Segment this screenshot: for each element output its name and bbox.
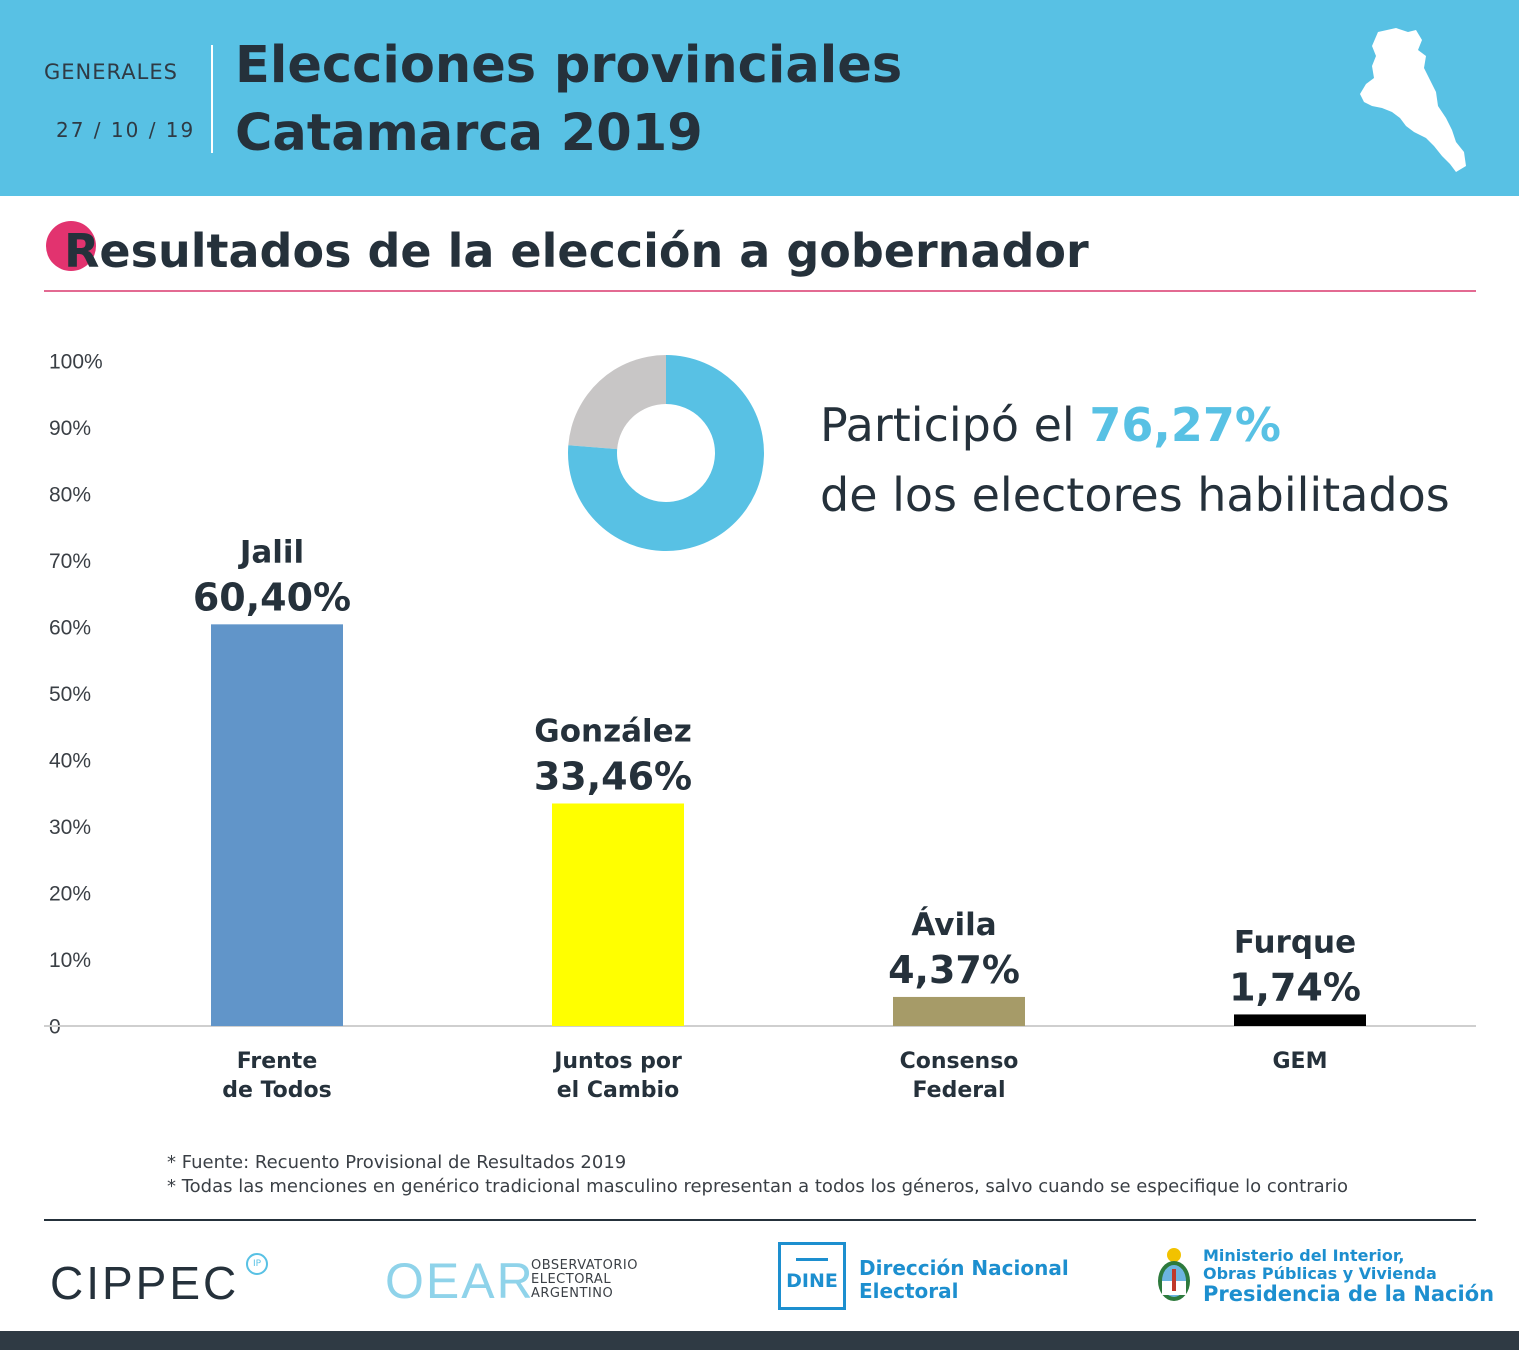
bar <box>1234 1014 1366 1026</box>
category-label: el Cambio <box>557 1078 679 1103</box>
category-label: de Todos <box>222 1078 331 1103</box>
catamarca-map-icon <box>1360 28 1466 172</box>
y-tick-label: 60% <box>49 617 91 640</box>
candidate-name-label: González <box>534 713 691 749</box>
bar <box>893 996 1025 1026</box>
bar-value-label: 4,37% <box>888 948 1020 992</box>
bar <box>552 803 684 1026</box>
section-title: Resultados de la elección a gobernador <box>64 224 1089 278</box>
bar-value-label: 1,74% <box>1229 965 1361 1009</box>
bar <box>211 624 343 1026</box>
gender-note: * Todas las menciones en genérico tradic… <box>167 1176 1349 1197</box>
participation-donut <box>568 355 764 551</box>
dine-logo-bar <box>796 1258 828 1261</box>
oear-line3: ARGENTINO <box>531 1286 614 1301</box>
coat-of-arms-icon <box>1158 1248 1190 1301</box>
y-tick-label: 20% <box>49 883 91 906</box>
category-label: GEM <box>1273 1049 1328 1074</box>
footer-divider <box>44 1219 1476 1221</box>
participation-prefix: Participó el <box>820 398 1090 452</box>
section-title-dot <box>46 221 96 271</box>
y-tick-label: 100% <box>49 351 103 374</box>
y-tick-label: 0 <box>49 1016 61 1039</box>
presidency-label: Presidencia de la Nación <box>1203 1282 1495 1306</box>
dine-logo-text: DINE <box>786 1270 838 1292</box>
participation-line2: de los electores habilitados <box>820 468 1450 522</box>
y-tick-label: 30% <box>49 816 91 839</box>
dine-name-line2: Electoral <box>859 1279 959 1303</box>
source-note: * Fuente: Recuento Provisional de Result… <box>167 1152 627 1173</box>
category-label: Federal <box>913 1078 1006 1103</box>
y-tick-label: 40% <box>49 750 91 773</box>
category-label: Juntos por <box>552 1049 682 1074</box>
category-label: Frente <box>237 1049 318 1074</box>
bar-value-label: 60,40% <box>193 575 351 619</box>
donut-slice-not-participated <box>568 355 666 450</box>
cippec-badge: IP <box>246 1253 268 1275</box>
oear-line1: OBSERVATORIO <box>531 1258 638 1273</box>
header-banner: GENERALES 27 / 10 / 19 Elecciones provin… <box>0 0 1519 196</box>
donut-slice-participated <box>568 355 764 551</box>
participation-value: 76,27% <box>1089 398 1281 452</box>
y-tick-label: 50% <box>49 683 91 706</box>
ministry-line1: Ministerio del Interior, <box>1203 1246 1405 1265</box>
cippec-logo: CIPPEC <box>50 1257 240 1309</box>
y-tick-label: 10% <box>49 949 91 972</box>
election-type-label: GENERALES <box>44 60 178 84</box>
header-title-line1: Elecciones provinciales <box>235 36 903 95</box>
y-tick-label: 90% <box>49 417 91 440</box>
candidate-name-label: Ávila <box>911 907 996 943</box>
election-date: 27 / 10 / 19 <box>56 118 196 142</box>
category-label: Consenso <box>900 1049 1019 1074</box>
oear-logo: OEAR <box>385 1253 535 1309</box>
y-tick-label: 80% <box>49 484 91 507</box>
bottom-bar <box>0 1331 1519 1350</box>
header-title-line2: Catamarca 2019 <box>235 104 703 163</box>
y-tick-label: 70% <box>49 550 91 573</box>
y-axis-ticks: 0 10% 20% 30% 40% 50% 60% 70% 80% 90% 100% <box>49 351 103 1039</box>
participation-line1: Participó el 76,27% <box>820 398 1281 452</box>
header-divider <box>211 45 213 153</box>
dine-logo-box <box>778 1242 846 1310</box>
bar-value-label: 33,46% <box>534 754 692 798</box>
candidate-name-label: Furque <box>1234 924 1356 960</box>
section-divider <box>44 290 1476 292</box>
dine-name-line1: Dirección Nacional <box>859 1256 1069 1280</box>
results-bar-chart: 0 10% 20% 30% 40% 50% 60% 70% 80% 90% 100% 60,40% J… <box>44 351 1476 1103</box>
bar-series: 60,40% Jalil Frente de Todos 33,46% González J… <box>193 534 1366 1103</box>
oear-line2: ELECTORAL <box>531 1272 612 1287</box>
ministry-line2: Obras Públicas y Vivienda <box>1203 1264 1437 1283</box>
candidate-name-label: Jalil <box>238 534 304 570</box>
